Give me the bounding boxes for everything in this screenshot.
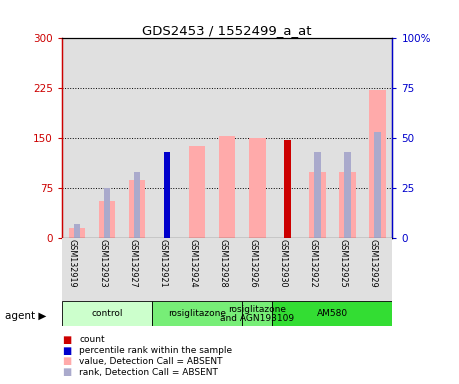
Bar (302, 38, 332, 238)
Bar (92, 238, 122, 301)
Text: ■: ■ (62, 346, 71, 356)
Text: GSM132930: GSM132930 (278, 239, 287, 288)
Bar (363, 238, 392, 301)
Text: GSM132919: GSM132919 (68, 239, 77, 288)
Text: ■: ■ (62, 335, 71, 345)
Bar (134, 172, 140, 238)
Bar (152, 38, 182, 238)
Bar (122, 38, 152, 238)
Bar (74, 224, 80, 238)
Text: rosiglitazone: rosiglitazone (168, 310, 226, 318)
Bar (249, 138, 265, 238)
Bar (164, 152, 170, 238)
Bar (302, 238, 332, 301)
Bar (332, 238, 363, 301)
Bar (69, 228, 85, 238)
Text: GSM132924: GSM132924 (188, 239, 197, 288)
Text: ■: ■ (62, 367, 71, 377)
Text: AM580: AM580 (317, 310, 348, 318)
Bar (189, 146, 206, 238)
Text: GSM132929: GSM132929 (369, 239, 377, 288)
Bar (339, 172, 356, 238)
Title: GDS2453 / 1552499_a_at: GDS2453 / 1552499_a_at (142, 24, 312, 37)
Bar (182, 238, 212, 301)
Text: GSM132921: GSM132921 (158, 239, 167, 288)
Bar (152, 238, 182, 301)
Bar (363, 38, 392, 238)
Bar (122, 238, 152, 301)
Bar (344, 152, 351, 238)
Bar (212, 38, 242, 238)
Bar (332, 38, 363, 238)
Bar (129, 179, 146, 238)
Text: GSM132922: GSM132922 (308, 239, 317, 288)
Bar (212, 238, 242, 301)
Bar (104, 188, 110, 238)
Text: rank, Detection Call = ABSENT: rank, Detection Call = ABSENT (79, 367, 218, 377)
Text: GSM132925: GSM132925 (338, 239, 347, 288)
Bar (374, 132, 381, 238)
Text: control: control (91, 310, 123, 318)
Bar (152, 301, 242, 326)
Text: count: count (79, 335, 105, 344)
Bar (242, 38, 272, 238)
Bar (99, 202, 115, 238)
Text: GSM132926: GSM132926 (248, 239, 257, 288)
Bar (182, 38, 212, 238)
Bar (164, 176, 170, 238)
Bar (272, 301, 392, 326)
Text: GSM132927: GSM132927 (128, 239, 137, 288)
Bar (309, 172, 325, 238)
Bar (242, 238, 272, 301)
Bar (219, 136, 235, 238)
Bar (284, 139, 291, 238)
Bar (369, 90, 386, 238)
Text: percentile rank within the sample: percentile rank within the sample (79, 346, 233, 355)
Bar (62, 301, 152, 326)
Bar (242, 301, 272, 326)
Bar (62, 238, 92, 301)
Bar (272, 38, 302, 238)
Text: ■: ■ (62, 356, 71, 366)
Text: value, Detection Call = ABSENT: value, Detection Call = ABSENT (79, 357, 223, 366)
Bar (92, 38, 122, 238)
Text: GSM132928: GSM132928 (218, 239, 227, 288)
Text: rosiglitazone
and AGN193109: rosiglitazone and AGN193109 (220, 305, 294, 323)
Bar (272, 238, 302, 301)
Text: agent ▶: agent ▶ (5, 311, 46, 321)
Text: GSM132923: GSM132923 (98, 239, 107, 288)
Bar (62, 38, 92, 238)
Bar (314, 152, 321, 238)
